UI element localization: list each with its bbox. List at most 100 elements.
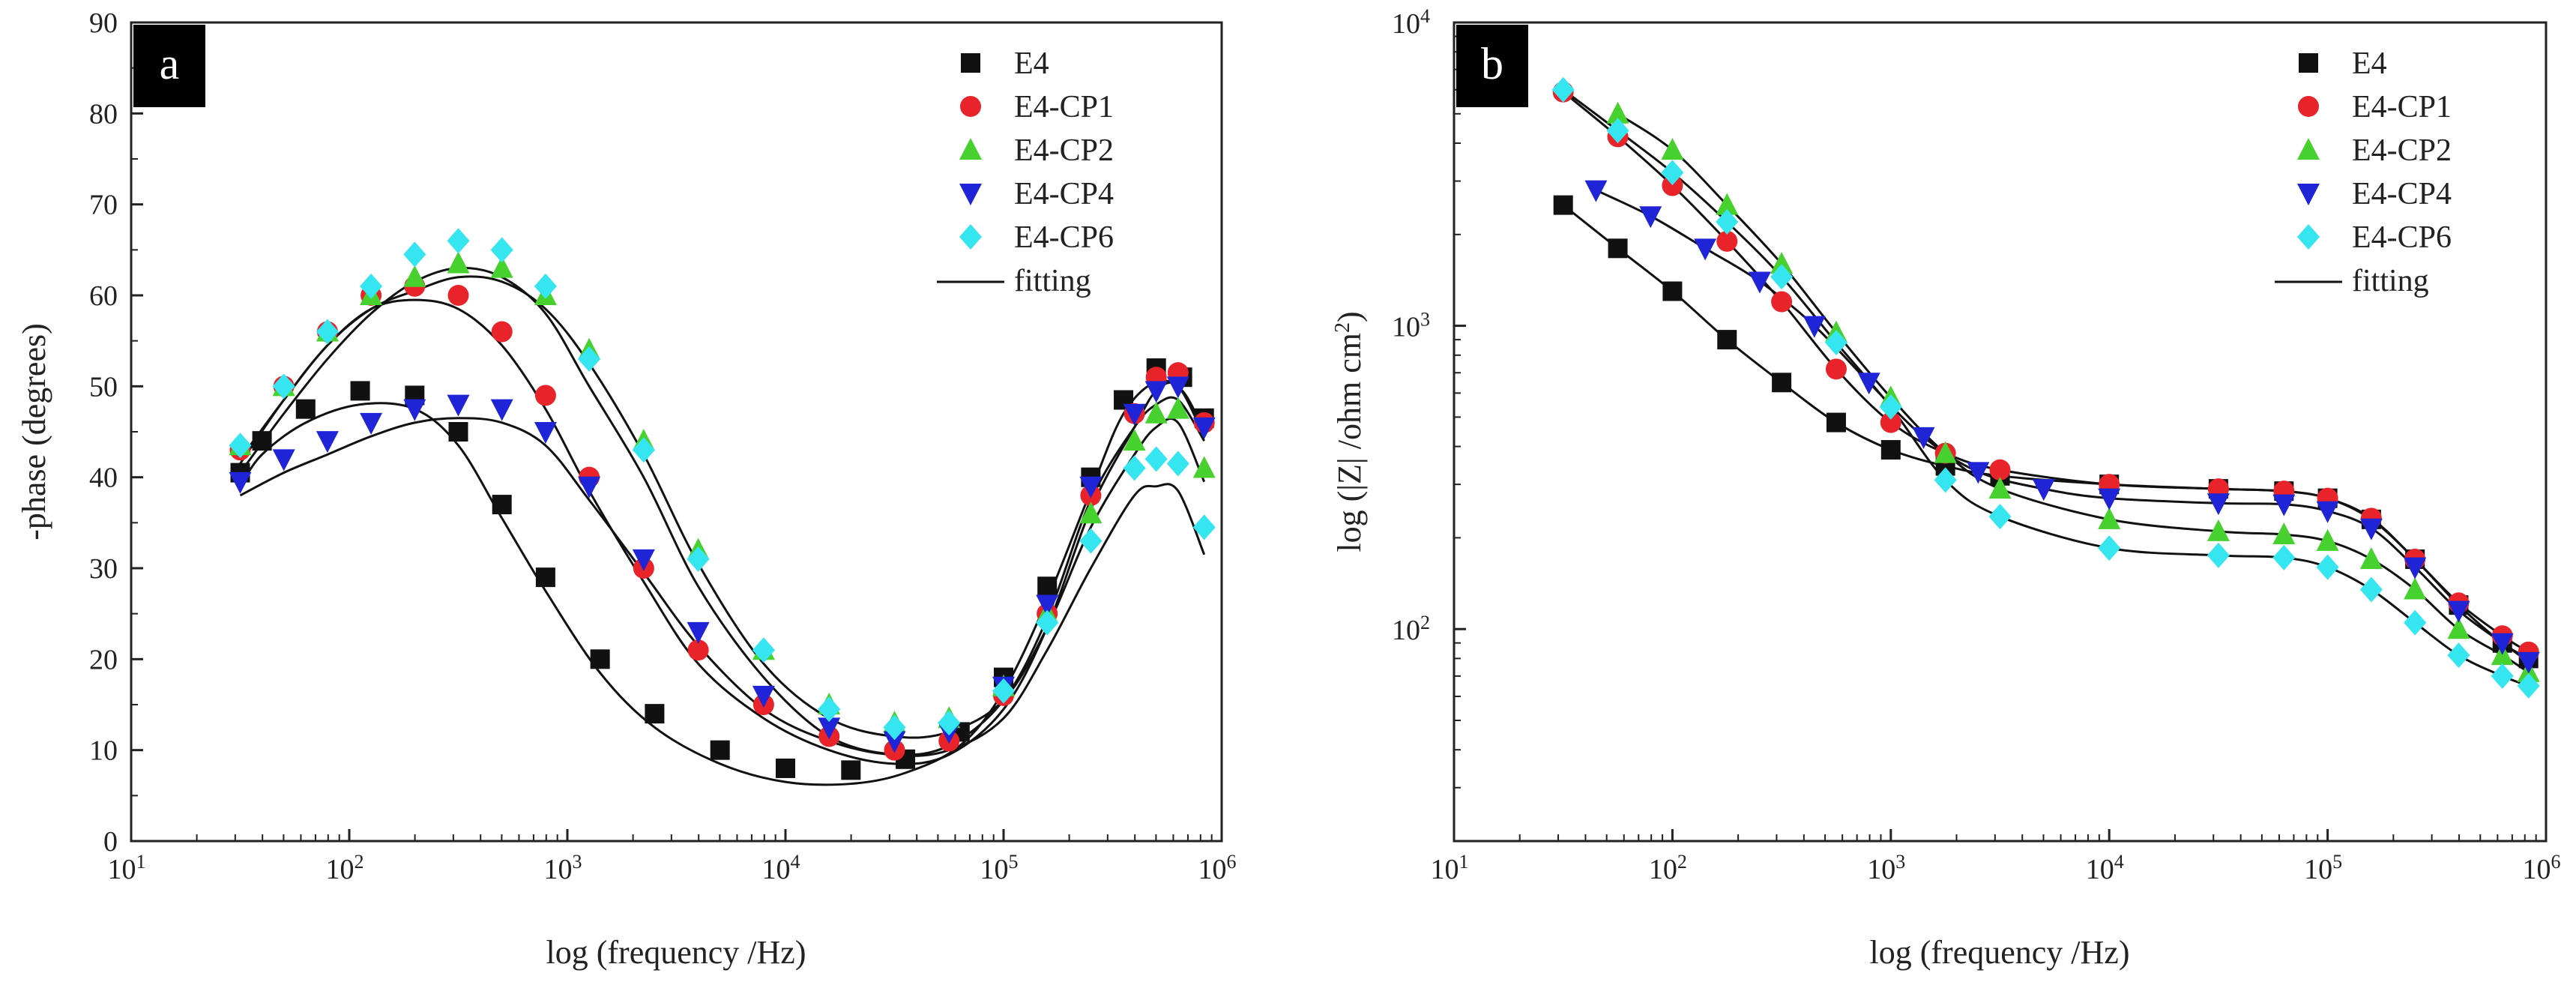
point-e4-cp4 xyxy=(2316,501,2339,523)
fit-curve-e4-cp1 xyxy=(239,298,1206,765)
point-e4-cp6 xyxy=(687,546,710,572)
point-e4-cp6 xyxy=(1036,609,1059,636)
point-e4 xyxy=(1826,412,1846,433)
panel-a-legend: E4 E4-CP1 E4-CP2 E4-CP4 E4-CP6 fitting xyxy=(937,46,1114,298)
point-e4-cp1 xyxy=(1771,291,1793,313)
point-e4 xyxy=(1772,373,1792,393)
fit-curve-e4-cp6 xyxy=(239,266,1206,757)
legend-label-e4-cp4: E4-CP4 xyxy=(2352,177,2452,211)
legend-label-e4-cp1: E4-CP1 xyxy=(2352,90,2452,124)
panel-b-y-axis-title: log (|Z| /ohm cm2) xyxy=(1331,311,1369,552)
x-tick-label: 103 xyxy=(544,851,582,886)
point-e4-cp6 xyxy=(632,437,655,463)
legend-marker-e4-cp6 xyxy=(2297,224,2320,250)
point-e4-cp4 xyxy=(1748,271,1771,294)
point-e4-cp6 xyxy=(752,637,775,663)
series-e4-cp4 xyxy=(1584,180,2540,674)
point-e4-cp2 xyxy=(1606,101,1629,124)
point-e4 xyxy=(590,649,610,669)
point-e4-cp6 xyxy=(2316,554,2339,580)
legend-label-e4: E4 xyxy=(2352,46,2387,81)
point-e4-cp4 xyxy=(2032,479,2055,501)
y-tick-label: 102 xyxy=(1392,612,1430,647)
point-e4-cp4 xyxy=(1694,238,1717,261)
panel-b-label: b xyxy=(1481,39,1503,88)
y-tick-label: 90 xyxy=(89,7,118,39)
y-tick-label: 10 xyxy=(89,735,118,767)
series-e4-cp1 xyxy=(1552,81,2539,663)
y-tick-label: 60 xyxy=(89,280,118,312)
point-e4-cp2 xyxy=(1770,252,1794,274)
point-e4-cp4 xyxy=(490,399,513,421)
point-e4-cp6 xyxy=(1166,451,1189,477)
legend-label-e4-cp6: E4-CP6 xyxy=(1014,220,1114,255)
point-e4-cp6 xyxy=(1988,504,2012,530)
point-e4-cp6 xyxy=(1770,264,1794,290)
point-e4 xyxy=(252,431,272,451)
point-e4-cp6 xyxy=(447,228,470,254)
point-e4-cp6 xyxy=(2207,542,2230,568)
panel-b-x-axis-title: log (frequency /Hz) xyxy=(1870,934,2130,971)
x-tick-label: 104 xyxy=(2086,851,2124,886)
point-e4-cp2 xyxy=(2404,577,2427,600)
point-e4 xyxy=(710,740,730,760)
point-e4 xyxy=(448,422,468,442)
point-e4-cp4 xyxy=(272,449,295,472)
point-e4 xyxy=(1662,281,1683,301)
point-e4-cp2 xyxy=(1716,193,1739,215)
legend-label-fitting: fitting xyxy=(2352,264,2429,298)
point-e4-cp6 xyxy=(490,237,513,263)
point-e4-cp1 xyxy=(1880,412,1901,433)
panel-a-x-tick-labels: 101 102 103 104 105 106 xyxy=(108,851,1237,886)
y-tick-label: 20 xyxy=(89,644,118,675)
point-e4-cp6 xyxy=(403,241,426,268)
legend-label-e4-cp4: E4-CP4 xyxy=(1014,177,1114,211)
point-e4-cp6 xyxy=(1879,394,1902,420)
point-e4-cp4 xyxy=(534,422,557,444)
point-e4-cp2 xyxy=(1661,138,1684,160)
point-e4-cp6 xyxy=(992,678,1015,704)
point-e4-cp2 xyxy=(1988,477,2012,499)
y-tick-label: 30 xyxy=(89,553,118,585)
legend-marker-e4-cp2 xyxy=(959,138,982,160)
point-e4-cp4 xyxy=(316,431,339,454)
point-e4-cp6 xyxy=(578,346,601,372)
x-tick-label: 106 xyxy=(2523,851,2561,886)
point-e4-cp6 xyxy=(2404,609,2427,636)
point-e4 xyxy=(535,567,555,588)
point-e4 xyxy=(1880,440,1901,460)
point-e4-cp6 xyxy=(272,373,295,400)
x-tick-label: 105 xyxy=(2304,851,2342,886)
panel-b-axis-ticks xyxy=(1453,21,2548,842)
panel-a-chart: 0 10 20 30 40 50 60 70 80 90 101 102 103 104 105 106 l… xyxy=(16,7,1237,971)
y-tick-label: 103 xyxy=(1392,308,1430,343)
panel-a-axis-ticks xyxy=(130,21,1223,843)
point-e4-cp2 xyxy=(1123,429,1146,451)
legend-label-fitting: fitting xyxy=(1014,264,1091,298)
point-e4-cp6 xyxy=(1551,76,1575,103)
point-e4-cp4 xyxy=(2359,518,2383,540)
y-tick-label: 80 xyxy=(89,98,118,130)
point-e4-cp2 xyxy=(403,265,426,287)
point-e4-cp4 xyxy=(1123,403,1146,426)
point-e4-cp6 xyxy=(2272,544,2296,570)
point-e4-cp4 xyxy=(1079,476,1103,498)
panel-a-y-axis-title: -phase (degrees) xyxy=(16,323,52,540)
x-tick-label: 102 xyxy=(326,851,364,886)
panel-a-fitting-curves xyxy=(239,266,1206,786)
point-e4-cp4 xyxy=(447,394,470,417)
point-e4-cp2 xyxy=(2207,519,2230,541)
y-tick-label: 0 xyxy=(103,826,118,858)
legend-marker-e4-cp1 xyxy=(2298,96,2319,117)
point-e4-cp6 xyxy=(1716,209,1739,235)
point-e4-cp4 xyxy=(1639,206,1662,229)
point-e4-cp4 xyxy=(360,412,383,435)
point-e4-cp6 xyxy=(1661,160,1684,186)
legend-marker-e4-cp4 xyxy=(2297,184,2320,205)
panel-b-y-tick-labels: 102 103 104 xyxy=(1392,5,1430,647)
point-e4-cp2 xyxy=(490,256,513,278)
point-e4-cp1 xyxy=(447,285,469,306)
point-e4-cp6 xyxy=(2491,663,2514,689)
point-e4-cp6 xyxy=(316,319,339,345)
